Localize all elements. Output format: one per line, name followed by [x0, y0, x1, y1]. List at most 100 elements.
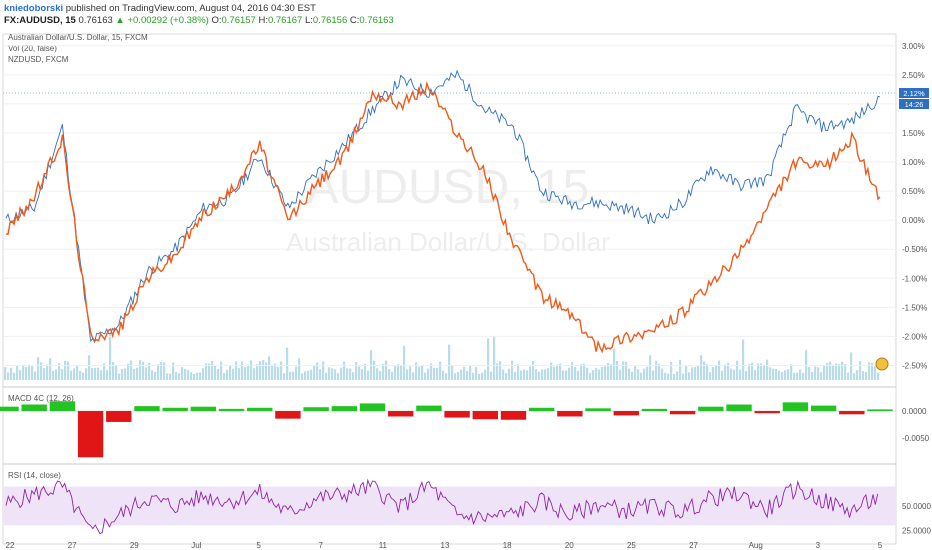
volume-bar [64, 361, 67, 380]
volume-bar [625, 361, 628, 380]
volume-bar [265, 362, 268, 380]
time-tick-label: 29 [130, 541, 139, 550]
volume-bar [358, 366, 361, 380]
volume-bar [244, 367, 247, 380]
time-tick-label: Aug [749, 541, 763, 550]
volume-bar [58, 363, 61, 380]
volume-bar [541, 369, 544, 380]
event-icon[interactable] [875, 357, 889, 371]
volume-bar [559, 363, 562, 380]
volume-bar [598, 369, 601, 380]
chart-canvas[interactable]: AUDUSD, 15 Australian Dollar/U.S. Dollar… [0, 28, 932, 550]
volume-bar [511, 360, 514, 380]
volume-bar [496, 363, 499, 380]
volume-bar [343, 361, 346, 380]
volume-bar [544, 369, 547, 380]
volume-bar [700, 355, 703, 380]
volume-bar [115, 365, 118, 380]
volume-bar [139, 360, 142, 380]
volume-bar [118, 373, 121, 380]
volume-bar [697, 366, 700, 380]
volume-bar [709, 372, 712, 380]
volume-bar [178, 373, 181, 380]
volume-bar [406, 369, 409, 380]
macd-histogram [0, 401, 896, 458]
volume-bar [619, 369, 622, 380]
axes: 3.00%2.50%2.00%1.50%1.00%0.50%0.00%-0.50… [6, 42, 932, 550]
volume-bar [73, 368, 76, 380]
volume-bar [289, 371, 292, 380]
macd-bar [669, 411, 696, 415]
volume-bar [670, 361, 673, 380]
volume-bar [268, 356, 271, 380]
volume-bar [487, 338, 490, 380]
volume-bar [736, 360, 739, 380]
volume-bar [334, 369, 337, 380]
volume-bar [436, 367, 439, 380]
volume-bar [646, 366, 649, 380]
countdown-text: 14:26 [905, 100, 924, 109]
low-value: 0.76156 [312, 15, 348, 26]
volume-bar [340, 367, 343, 380]
volume-bar [589, 373, 592, 380]
open-value: 0.76157 [221, 15, 256, 26]
volume-bar [106, 370, 109, 380]
time-tick-label: 20 [565, 541, 574, 550]
volume-bar [286, 347, 289, 380]
macd-bar [77, 411, 104, 458]
volume-bar [160, 361, 163, 380]
macd-bar [106, 411, 132, 422]
volume-bar [478, 373, 481, 380]
compare-series-legend: NZDUSD, FXCM [8, 55, 69, 64]
volume-bar [403, 345, 406, 380]
volume-bar [325, 372, 328, 380]
volume-bar [229, 365, 232, 380]
volume-bar [124, 368, 127, 380]
volume-bar [400, 365, 403, 380]
volume-bar [223, 373, 226, 380]
rsi-tick-label: 25.0000 [902, 526, 931, 535]
volume-bar [4, 367, 7, 380]
price-tick-label: 3.00% [902, 42, 925, 51]
volume-bar [7, 372, 10, 380]
volume-bar [574, 367, 577, 380]
volume-bar [688, 372, 691, 380]
volume-bar [868, 362, 871, 380]
volume-bar [454, 373, 457, 380]
volume-bar [205, 363, 208, 380]
volume-bar [148, 362, 151, 380]
volume-bar [766, 359, 769, 380]
volume-bar [34, 371, 37, 380]
volume-bar [235, 361, 238, 380]
volume-bar [97, 367, 100, 380]
author-link[interactable]: kniedoborski [4, 3, 64, 14]
volume-bar [172, 362, 175, 380]
audusd-line [5, 69, 881, 344]
macd-bar [500, 411, 527, 420]
macd-bar [359, 403, 386, 412]
volume-bar [514, 371, 517, 380]
macd-bar [49, 401, 76, 412]
volume-bar [652, 370, 655, 380]
volume-bar [40, 362, 43, 380]
volume-bar [439, 361, 442, 380]
volume-bar [820, 372, 823, 380]
volume-bar [751, 362, 754, 380]
price-tick-label: -2.00% [902, 332, 927, 341]
volume-bar [181, 367, 184, 380]
volume-bar [802, 372, 805, 380]
rsi-band [3, 486, 896, 526]
price-series [5, 69, 881, 354]
volume-bar [430, 363, 433, 380]
time-tick-label: 5 [256, 541, 261, 550]
volume-bar [694, 367, 697, 380]
volume-bar [283, 373, 286, 380]
time-tick-label: 27 [689, 541, 698, 550]
macd-bar [303, 407, 329, 412]
volume-bar [166, 373, 169, 380]
volume-bar [724, 364, 727, 380]
volume-bar [775, 368, 778, 380]
last-price: 0.76163 [78, 15, 113, 26]
price-tick-label: 0.00% [902, 216, 925, 225]
volume-bar [43, 368, 46, 380]
